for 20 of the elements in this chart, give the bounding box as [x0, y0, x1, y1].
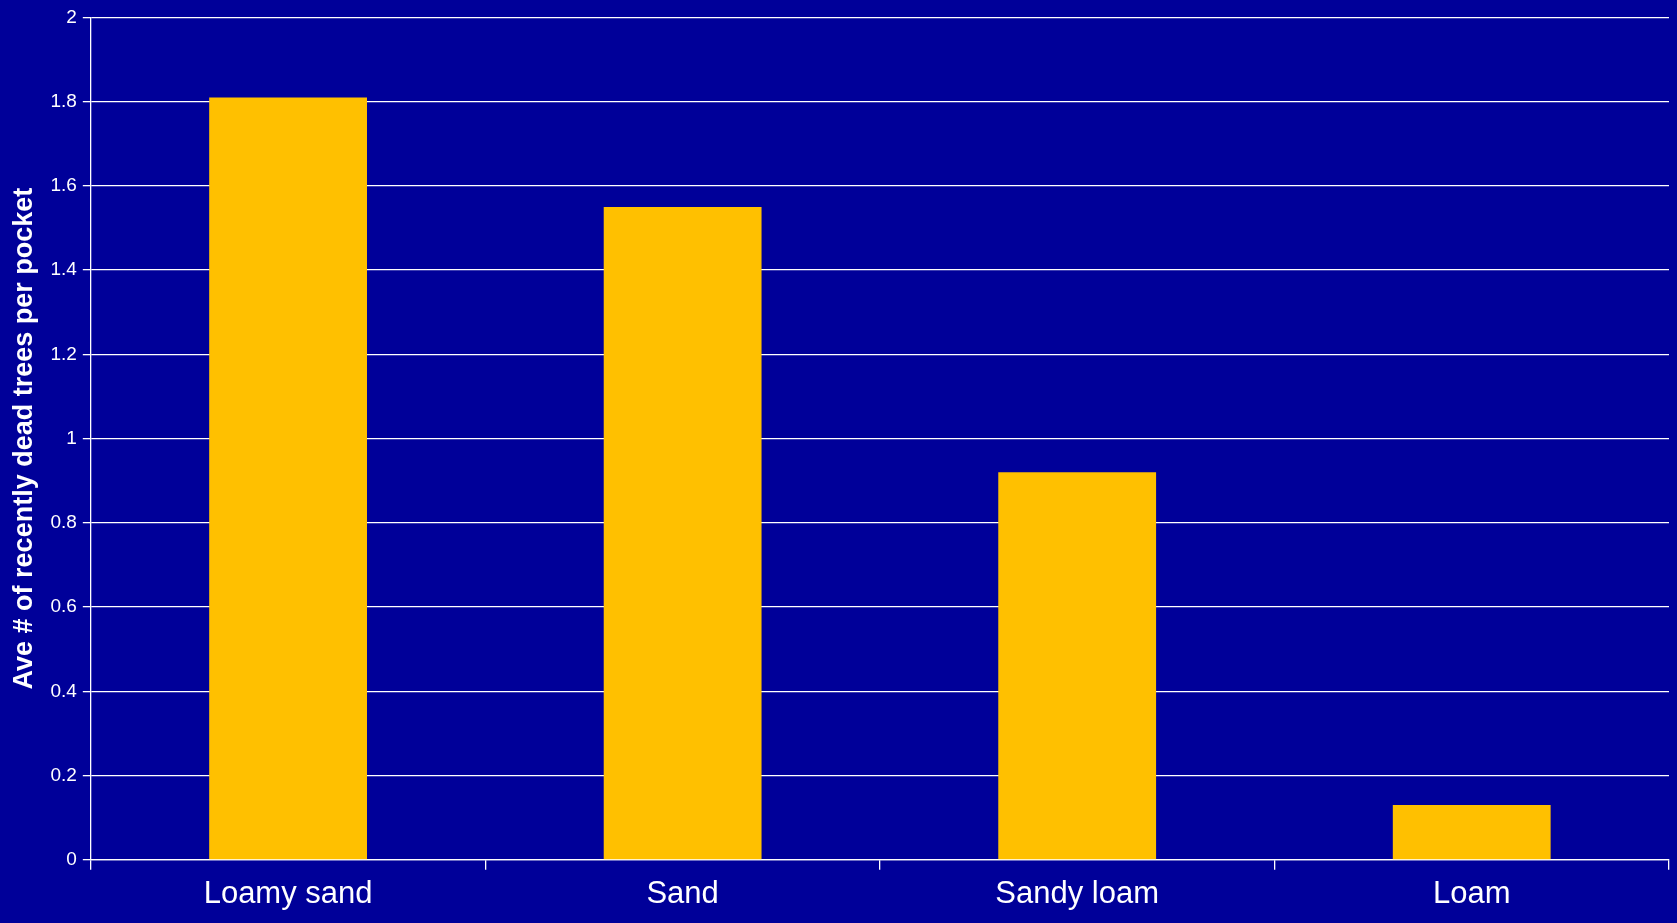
y-axis-title: Ave # of recently dead trees per pocket — [7, 187, 38, 690]
y-tick-label: 0.8 — [50, 511, 77, 533]
y-tick-label: 1.6 — [50, 174, 77, 196]
y-tick-label: 0 — [66, 848, 77, 870]
y-tick-label: 0.4 — [50, 679, 78, 701]
x-tick-label: Loamy sand — [203, 874, 373, 910]
x-tick-label: Loam — [1432, 874, 1511, 910]
x-tick-label: Sand — [646, 874, 719, 910]
y-tick-label: 1.8 — [50, 89, 77, 111]
bar — [209, 97, 367, 860]
bar — [1392, 805, 1551, 860]
y-tick-label: 0.2 — [50, 763, 77, 785]
y-tick-label: 2 — [66, 5, 77, 27]
x-tick-label: Sandy loam — [995, 874, 1160, 910]
y-tick-label: 1.2 — [50, 342, 77, 364]
y-tick-label: 0.6 — [50, 595, 77, 617]
bar — [603, 206, 762, 860]
y-tick-label: 1 — [66, 426, 77, 448]
bar — [998, 472, 1157, 860]
y-tick-label: 1.4 — [50, 258, 78, 280]
